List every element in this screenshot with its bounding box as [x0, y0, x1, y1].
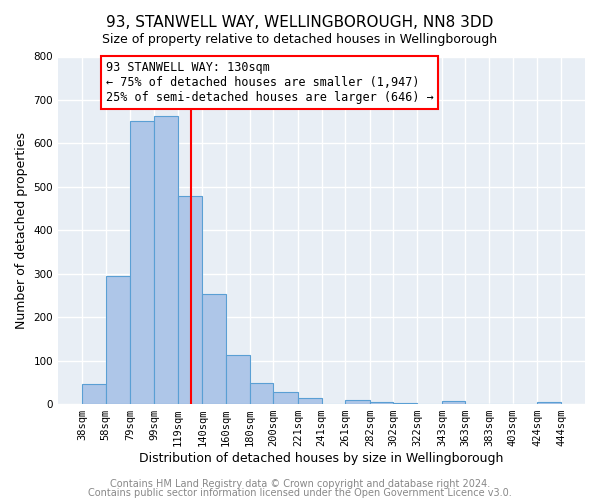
Bar [250, 383, 273, 404]
Bar [130, 121, 154, 404]
Bar [442, 401, 466, 404]
Bar [202, 294, 226, 404]
Text: 93 STANWELL WAY: 130sqm
← 75% of detached houses are smaller (1,947)
25% of semi: 93 STANWELL WAY: 130sqm ← 75% of detache… [106, 61, 433, 104]
X-axis label: Distribution of detached houses by size in Wellingborough: Distribution of detached houses by size … [139, 452, 504, 465]
Text: Contains HM Land Registry data © Crown copyright and database right 2024.: Contains HM Land Registry data © Crown c… [110, 479, 490, 489]
Bar [370, 402, 394, 404]
Bar [82, 384, 106, 404]
Bar [154, 116, 178, 404]
Bar [394, 403, 417, 404]
Bar [106, 276, 130, 404]
Bar [226, 355, 250, 404]
Text: 93, STANWELL WAY, WELLINGBOROUGH, NN8 3DD: 93, STANWELL WAY, WELLINGBOROUGH, NN8 3D… [106, 15, 494, 30]
Text: Size of property relative to detached houses in Wellingborough: Size of property relative to detached ho… [103, 32, 497, 46]
Bar [538, 402, 561, 404]
Bar [298, 398, 322, 404]
Bar [178, 196, 202, 404]
Bar [273, 392, 298, 404]
Y-axis label: Number of detached properties: Number of detached properties [15, 132, 28, 329]
Text: Contains public sector information licensed under the Open Government Licence v3: Contains public sector information licen… [88, 488, 512, 498]
Bar [345, 400, 370, 404]
